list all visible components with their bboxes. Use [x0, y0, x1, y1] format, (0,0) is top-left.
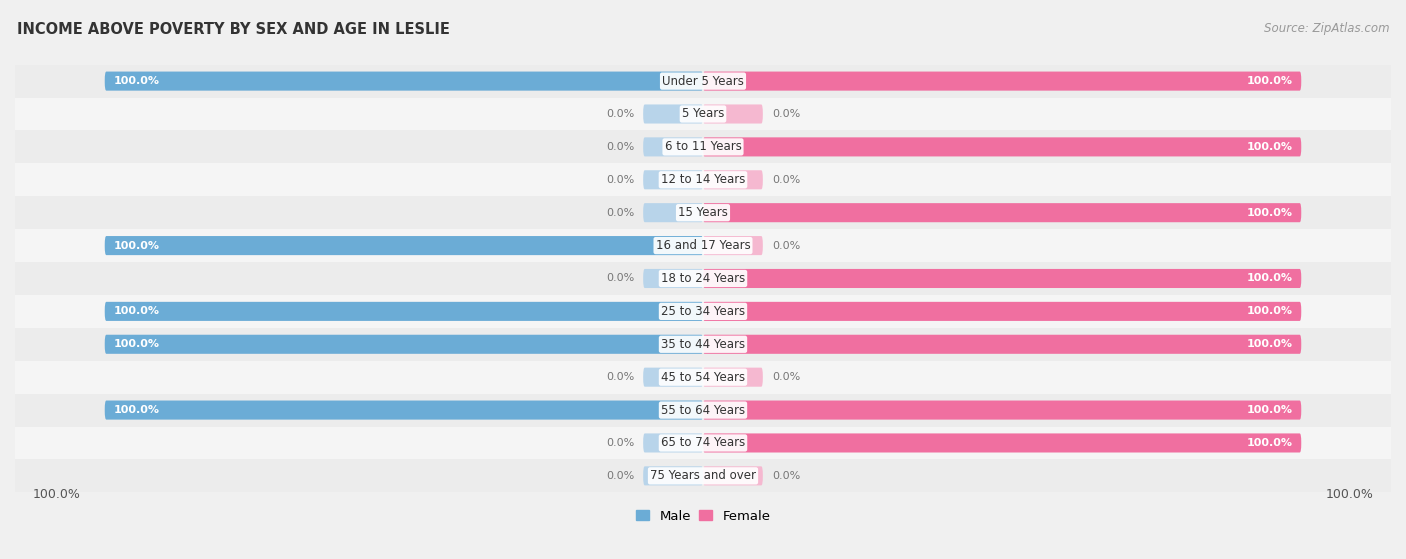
Text: 5 Years: 5 Years: [682, 107, 724, 121]
Bar: [15, 98, 1391, 130]
Text: 100.0%: 100.0%: [1246, 306, 1292, 316]
FancyBboxPatch shape: [703, 269, 1302, 288]
FancyBboxPatch shape: [643, 105, 703, 124]
Text: 100.0%: 100.0%: [114, 76, 160, 86]
Text: 100.0%: 100.0%: [1246, 405, 1292, 415]
FancyBboxPatch shape: [104, 401, 703, 420]
Text: 0.0%: 0.0%: [772, 175, 800, 185]
FancyBboxPatch shape: [703, 170, 763, 190]
Bar: [15, 65, 1391, 98]
FancyBboxPatch shape: [703, 302, 1302, 321]
Text: 16 and 17 Years: 16 and 17 Years: [655, 239, 751, 252]
Text: 0.0%: 0.0%: [606, 175, 634, 185]
FancyBboxPatch shape: [643, 138, 703, 157]
Bar: [15, 163, 1391, 196]
Bar: [15, 262, 1391, 295]
FancyBboxPatch shape: [643, 170, 703, 190]
Bar: [15, 361, 1391, 394]
FancyBboxPatch shape: [703, 138, 1302, 157]
Text: 12 to 14 Years: 12 to 14 Years: [661, 173, 745, 186]
Text: 0.0%: 0.0%: [772, 109, 800, 119]
Text: 0.0%: 0.0%: [606, 109, 634, 119]
Text: INCOME ABOVE POVERTY BY SEX AND AGE IN LESLIE: INCOME ABOVE POVERTY BY SEX AND AGE IN L…: [17, 22, 450, 37]
Text: 100.0%: 100.0%: [1246, 76, 1292, 86]
FancyBboxPatch shape: [643, 269, 703, 288]
Legend: Male, Female: Male, Female: [630, 504, 776, 528]
Text: 35 to 44 Years: 35 to 44 Years: [661, 338, 745, 351]
Text: 100.0%: 100.0%: [1246, 273, 1292, 283]
Text: Source: ZipAtlas.com: Source: ZipAtlas.com: [1264, 22, 1389, 35]
FancyBboxPatch shape: [643, 433, 703, 452]
Text: 6 to 11 Years: 6 to 11 Years: [665, 140, 741, 153]
Bar: [15, 394, 1391, 427]
Text: 18 to 24 Years: 18 to 24 Years: [661, 272, 745, 285]
Text: 100.0%: 100.0%: [1326, 489, 1374, 501]
Text: 0.0%: 0.0%: [772, 372, 800, 382]
FancyBboxPatch shape: [703, 236, 763, 255]
Bar: [15, 459, 1391, 492]
Text: 0.0%: 0.0%: [772, 240, 800, 250]
Text: 15 Years: 15 Years: [678, 206, 728, 219]
Text: 100.0%: 100.0%: [114, 240, 160, 250]
FancyBboxPatch shape: [703, 72, 1302, 91]
Text: 0.0%: 0.0%: [606, 471, 634, 481]
Text: 0.0%: 0.0%: [606, 208, 634, 217]
FancyBboxPatch shape: [643, 466, 703, 485]
FancyBboxPatch shape: [703, 401, 1302, 420]
FancyBboxPatch shape: [703, 203, 1302, 222]
Text: Under 5 Years: Under 5 Years: [662, 74, 744, 88]
Text: 100.0%: 100.0%: [114, 306, 160, 316]
FancyBboxPatch shape: [643, 368, 703, 387]
FancyBboxPatch shape: [104, 72, 703, 91]
FancyBboxPatch shape: [104, 335, 703, 354]
FancyBboxPatch shape: [703, 105, 763, 124]
Text: 55 to 64 Years: 55 to 64 Years: [661, 404, 745, 416]
Text: 0.0%: 0.0%: [772, 471, 800, 481]
Text: 0.0%: 0.0%: [606, 273, 634, 283]
Text: 100.0%: 100.0%: [1246, 208, 1292, 217]
FancyBboxPatch shape: [104, 236, 703, 255]
Bar: [15, 229, 1391, 262]
Bar: [15, 295, 1391, 328]
Text: 100.0%: 100.0%: [1246, 339, 1292, 349]
Bar: [15, 130, 1391, 163]
Text: 100.0%: 100.0%: [32, 489, 80, 501]
Bar: [15, 196, 1391, 229]
Text: 100.0%: 100.0%: [1246, 438, 1292, 448]
FancyBboxPatch shape: [643, 203, 703, 222]
Text: 100.0%: 100.0%: [1246, 142, 1292, 152]
Text: 0.0%: 0.0%: [606, 438, 634, 448]
Bar: [15, 328, 1391, 361]
FancyBboxPatch shape: [703, 466, 763, 485]
Text: 75 Years and over: 75 Years and over: [650, 470, 756, 482]
FancyBboxPatch shape: [104, 302, 703, 321]
Text: 25 to 34 Years: 25 to 34 Years: [661, 305, 745, 318]
FancyBboxPatch shape: [703, 433, 1302, 452]
FancyBboxPatch shape: [703, 368, 763, 387]
Bar: [15, 427, 1391, 459]
Text: 45 to 54 Years: 45 to 54 Years: [661, 371, 745, 383]
Text: 100.0%: 100.0%: [114, 405, 160, 415]
Text: 65 to 74 Years: 65 to 74 Years: [661, 437, 745, 449]
Text: 0.0%: 0.0%: [606, 372, 634, 382]
Text: 100.0%: 100.0%: [114, 339, 160, 349]
FancyBboxPatch shape: [703, 335, 1302, 354]
Text: 0.0%: 0.0%: [606, 142, 634, 152]
